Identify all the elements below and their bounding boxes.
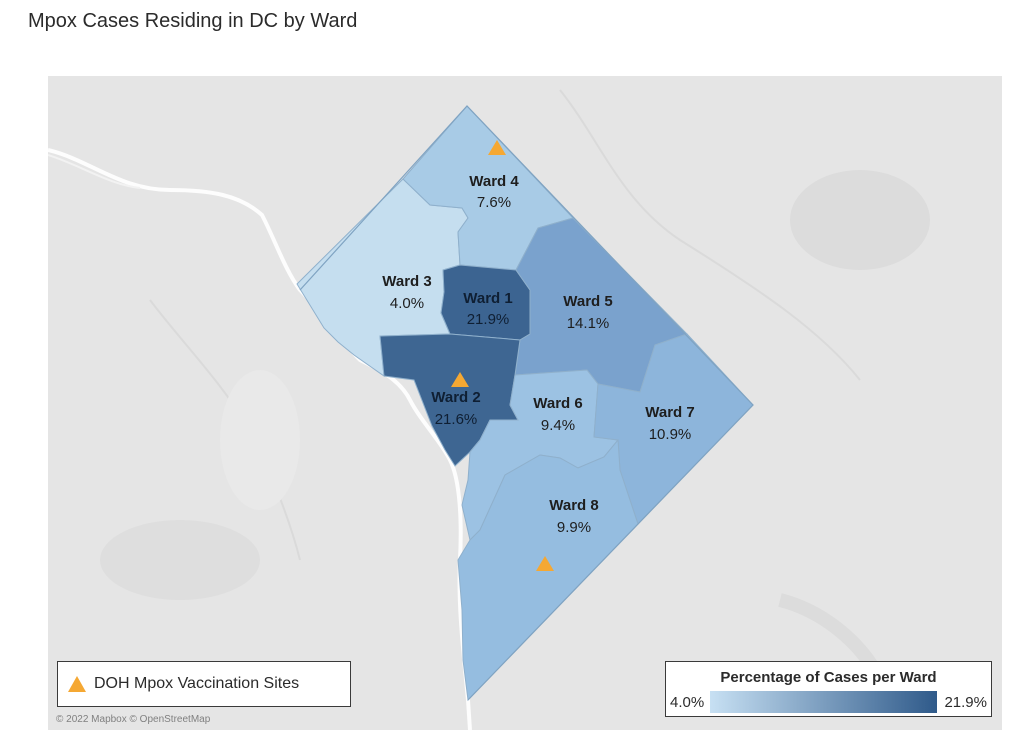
color-scale-legend: Percentage of Cases per Ward 4.0% 21.9%: [665, 661, 992, 717]
map-canvas[interactable]: Ward 4 7.6% Ward 3 4.0% Ward 1 21.9% War…: [48, 76, 1002, 730]
ward-8-value: 9.9%: [557, 519, 591, 536]
scale-max-label: 21.9%: [944, 694, 987, 711]
ward-3-value: 4.0%: [390, 295, 424, 312]
color-ramp: [710, 691, 937, 713]
page-title: Mpox Cases Residing in DC by Ward: [28, 10, 358, 32]
ward-5-value: 14.1%: [567, 315, 610, 332]
scale-title: Percentage of Cases per Ward: [720, 669, 937, 686]
scale-min-label: 4.0%: [670, 694, 705, 711]
ward-polygons: [296, 105, 754, 702]
ward-2-label: Ward 2: [431, 389, 480, 406]
ward-8-label: Ward 8: [549, 497, 598, 514]
ward-7-value: 10.9%: [649, 426, 692, 443]
vaccination-sites: [451, 140, 554, 571]
ward-3-label: Ward 3: [382, 273, 431, 290]
dc-ward-map[interactable]: Ward 4 7.6% Ward 3 4.0% Ward 1 21.9% War…: [48, 76, 1002, 730]
ward-6-value: 9.4%: [541, 417, 575, 434]
ward-7-label: Ward 7: [645, 404, 694, 421]
triangle-icon: [68, 676, 86, 692]
vaccination-site-marker-icon[interactable]: [536, 556, 554, 571]
ward-4-label: Ward 4: [469, 173, 519, 190]
ward-2-value: 21.6%: [435, 411, 478, 428]
map-attribution[interactable]: © 2022 Mapbox © OpenStreetMap: [56, 714, 211, 725]
ward-1-label: Ward 1: [463, 290, 512, 307]
ward-4-value: 7.6%: [477, 194, 511, 211]
ward-labels: Ward 4 7.6% Ward 3 4.0% Ward 1 21.9% War…: [382, 173, 694, 536]
sites-legend-label: DOH Mpox Vaccination Sites: [94, 675, 300, 692]
vaccination-site-marker-icon[interactable]: [488, 140, 506, 155]
ward-6-label: Ward 6: [533, 395, 582, 412]
vaccination-sites-legend: DOH Mpox Vaccination Sites: [57, 661, 351, 707]
ward-1-value: 21.9%: [467, 311, 510, 328]
vaccination-site-marker-icon[interactable]: [451, 372, 469, 387]
ward-5-label: Ward 5: [563, 293, 612, 310]
